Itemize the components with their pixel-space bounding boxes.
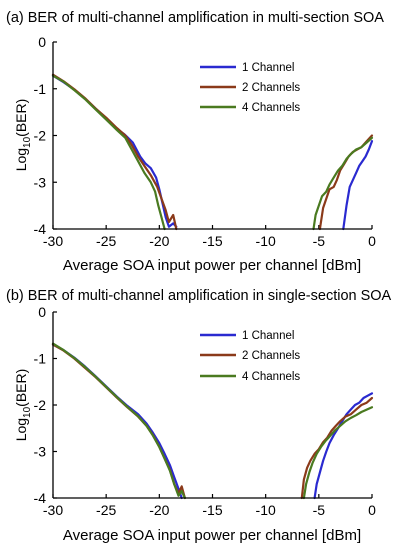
y-tick-label: -2 [34,128,47,144]
legend-label-4-channels: 4 Channels [242,371,300,383]
x-tick-label: -20 [149,233,169,249]
legend-label-1-channel: 1 Channel [242,330,294,342]
series-4-channels-segment-1 [51,74,166,231]
panel-b: (b) BER of multi-channel amplification i… [6,288,392,544]
y-tick-label: -1 [34,81,47,97]
panel-b-legend: 1 Channel 2 Channels 4 Channels [200,330,300,383]
y-tick-label: -3 [34,444,47,460]
x-tick-label: -15 [202,233,222,249]
series-2-channels-segment-2 [300,396,374,500]
x-tick-label: -30 [43,233,63,249]
x-tick-label: -25 [96,233,116,249]
x-tick-label: -15 [202,502,222,518]
series-2-channels-segment-1 [51,343,186,500]
series-1-channel-segment-2 [342,140,374,231]
y-tick-label: -4 [34,221,47,237]
y-tick-label: 0 [38,304,46,320]
x-tick-label: -5 [313,233,326,249]
panel-b-x-label: Average SOA input power per channel [dBm… [63,527,361,544]
panel-b-series [51,342,374,500]
panel-a-ticks: -30 -25 -20 -15 -10 -5 0-4-3-2-10 [34,34,377,249]
panel-a: (a) BER of multi-channel amplification i… [6,10,384,274]
y-tick-label: -1 [34,351,47,367]
panel-b-y-label: Log10(BER) [13,369,33,442]
x-tick-label: -10 [256,502,276,518]
x-tick-label: -10 [256,233,276,249]
panel-b-title: (b) BER of multi-channel amplification i… [6,288,392,304]
x-tick-label: -20 [149,502,169,518]
series-4-channels-segment-1 [51,342,186,500]
y-tick-label: -3 [34,174,47,190]
panel-a-legend: 1 Channel 2 Channels 4 Channels [200,62,300,114]
y-tick-label: 0 [38,34,46,50]
panel-a-y-label: Log10(BER) [13,99,33,172]
series-4-channels-segment-2 [312,136,374,231]
legend-label-2-channels: 2 Channels [242,350,300,362]
y-tick-label: -2 [34,397,47,413]
x-tick-label: 0 [368,233,376,249]
panel-a-x-label: Average SOA input power per channel [dBm… [63,257,361,274]
x-tick-label: 0 [368,502,376,518]
series-4-channels-segment-2 [302,406,374,500]
x-tick-label: -5 [313,502,326,518]
x-tick-label: -30 [43,502,63,518]
legend-label-2-channels: 2 Channels [242,82,300,94]
panel-a-series [51,73,374,231]
series-1-channel-segment-1 [51,343,183,500]
panel-a-title: (a) BER of multi-channel amplification i… [6,10,384,26]
legend-label-4-channels: 4 Channels [242,102,300,114]
legend-label-1-channel: 1 Channel [242,62,294,74]
x-tick-label: -25 [96,502,116,518]
y-tick-label: -4 [34,490,47,506]
panel-b-ticks: -30 -25 -20 -15 -10 -5 0-4-3-2-10 [34,304,377,518]
